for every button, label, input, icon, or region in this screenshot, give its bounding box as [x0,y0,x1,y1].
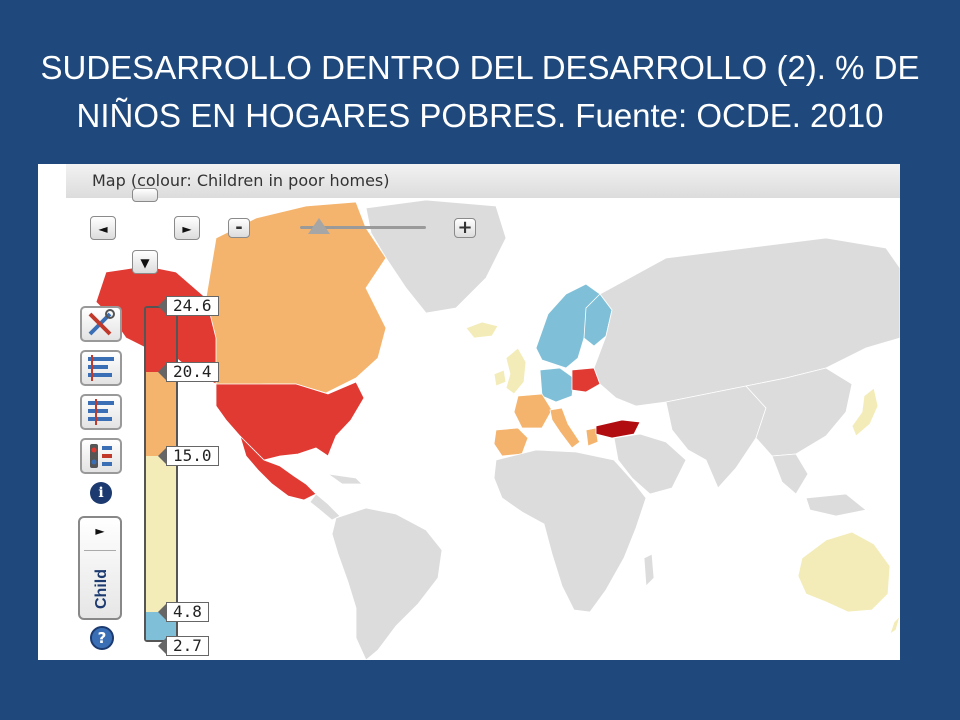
legend-tick-3: 15.0 [166,446,219,466]
legend-tick-min: 2.7 [166,636,209,656]
panel-header: Map (colour: Children in poor homes) [66,164,900,199]
wrench-screwdriver-icon [82,308,120,340]
legend-segment-high [146,372,176,456]
region-southeast-asia[interactable] [772,454,866,516]
traffic-light-icon [82,440,120,472]
region-south-asia[interactable] [666,386,766,488]
region-iceland[interactable] [466,322,498,338]
chart-icon-1[interactable] [80,350,122,386]
region-italy[interactable] [550,408,580,448]
legend-toggle-icon[interactable] [80,438,122,474]
region-madagascar[interactable] [644,554,654,586]
pan-right-button[interactable]: ► [174,216,200,240]
indicator-label: Child [93,559,111,619]
region-usa[interactable] [216,382,364,460]
bar-list-icon [82,352,120,384]
chart-icon-2[interactable] [80,394,122,430]
color-legend-bar [144,306,178,642]
region-france[interactable] [514,394,552,428]
region-australia[interactable] [798,532,890,612]
pan-down-button[interactable]: ▼ [132,250,158,274]
legend-tick-2: 20.4 [166,362,219,382]
region-iberia[interactable] [494,428,528,456]
region-germany[interactable] [540,368,574,402]
map-screenshot: Map (colour: Children in poor homes) [38,164,900,660]
pan-up-button[interactable] [132,188,158,202]
left-strip [38,164,67,660]
slide-title-line2: NIÑOS EN HOGARES POBRES. Fuente: OCDE. 2… [77,97,884,134]
zoom-in-button[interactable]: + [454,218,476,238]
indicator-divider [84,550,116,551]
play-icon[interactable]: ► [80,524,120,538]
zoom-out-button[interactable]: - [228,218,250,238]
world-map-svg [66,198,900,660]
world-map[interactable] [66,198,900,660]
tools-icon[interactable] [80,306,122,342]
region-new-zealand[interactable] [890,616,900,634]
region-japan[interactable] [852,388,878,436]
info-icon[interactable]: i [90,482,112,504]
legend-tick-max: 24.6 [166,296,219,316]
legend-tick-4: 4.8 [166,602,209,622]
region-south-america[interactable] [332,508,442,660]
legend-segment-mid [146,456,176,612]
slide-title-line1: SUDESARROLLO DENTRO DEL DESARROLLO (2). … [41,49,920,86]
help-icon[interactable]: ? [90,626,114,650]
slide-title: SUDESARROLLO DENTRO DEL DESARROLLO (2). … [30,44,930,140]
region-russia[interactable] [594,238,900,406]
pan-left-button[interactable]: ◄ [90,216,116,240]
region-uk-ireland[interactable] [494,348,526,394]
bar-list-icon-2 [82,396,120,428]
region-africa[interactable] [494,450,646,612]
zoom-slider-thumb[interactable] [308,218,330,234]
region-greenland[interactable] [366,200,506,313]
indicator-selector[interactable]: ► Child [78,516,122,620]
